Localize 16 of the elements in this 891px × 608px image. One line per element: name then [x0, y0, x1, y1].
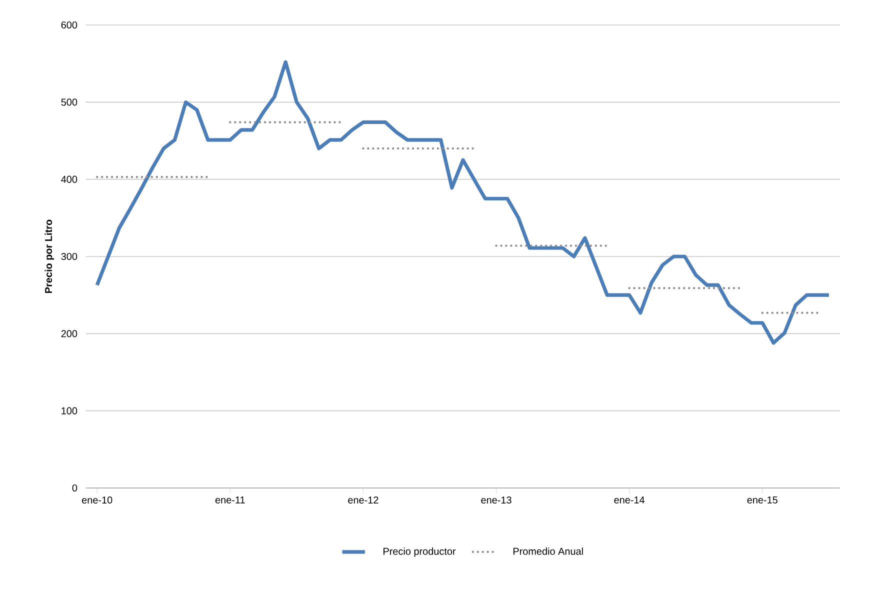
x-tick-label: ene-13: [481, 496, 512, 504]
legend-label: Promedio Anual: [513, 548, 583, 555]
x-tick-label: ene-15: [747, 496, 778, 504]
x-tick-label: ene-10: [82, 496, 112, 504]
legend-label: Precio productor: [384, 548, 456, 557]
y-axis-title: Precio por Litro: [44, 220, 54, 293]
x-tick-label: ene-11: [215, 496, 245, 504]
x-tick-label: ene-12: [348, 496, 378, 504]
y-tick-label: 400: [61, 176, 78, 183]
x-tick-label: ene-14: [614, 496, 645, 504]
y-tick-label: 300: [61, 252, 78, 260]
y-tick-label: 200: [61, 330, 78, 338]
y-tick-label: 0: [72, 484, 78, 492]
y-tick-label: 600: [61, 21, 78, 29]
y-tick-label: 500: [61, 98, 78, 106]
y-tick-label: 100: [62, 407, 78, 414]
